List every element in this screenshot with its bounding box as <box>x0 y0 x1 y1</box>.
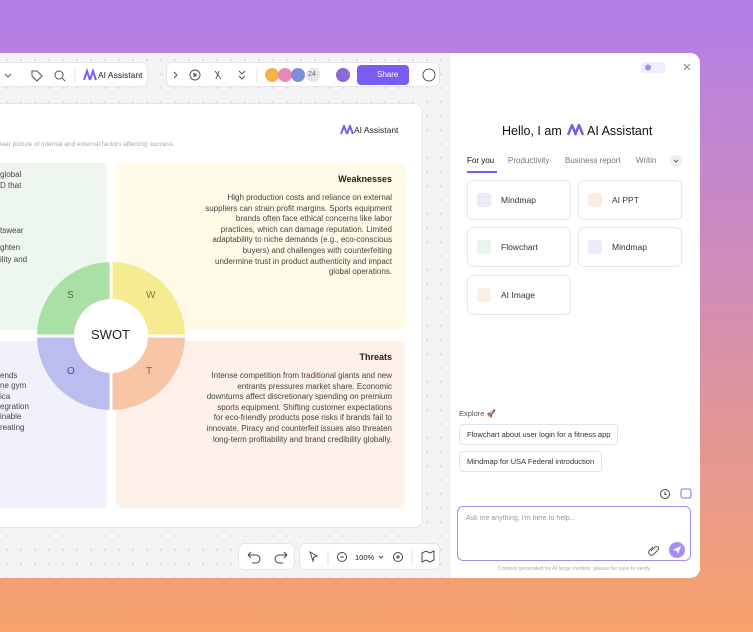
brand: AI Assistant <box>354 125 399 135</box>
tab-underline <box>467 171 497 173</box>
s-letter: S <box>67 290 74 301</box>
opportunities-line: reating <box>0 422 25 432</box>
opportunities-line: ne gym <box>0 381 27 391</box>
tab[interactable]: Productivity <box>508 156 550 165</box>
card-label: Flowchart <box>501 242 538 252</box>
threats-line: Intense competition from traditional gia… <box>211 371 392 380</box>
brand-logo <box>340 125 354 135</box>
weaknesses-text: High production costs and reliance on ex… <box>205 193 392 278</box>
tab[interactable]: For you <box>467 156 495 165</box>
weaknesses-line: global operations. <box>328 267 392 277</box>
chat-placeholder: Ask me anything, I'm here to help... <box>466 515 576 522</box>
card-icon <box>477 240 491 254</box>
card-icon <box>588 240 602 254</box>
card-label: Mindmap <box>501 195 536 205</box>
strengths-line: global <box>0 170 22 179</box>
threats-line: for eco-friendly products pose risks if … <box>213 413 392 423</box>
tab[interactable]: Writin <box>636 156 657 165</box>
threats-line: sports equipment. Shifting customer expe… <box>217 402 392 412</box>
weaknesses-title: Weaknesses <box>338 174 392 184</box>
assistant-panel <box>449 53 700 578</box>
tabs-more[interactable] <box>669 154 683 168</box>
o-letter: O <box>67 366 75 377</box>
w-letter: W <box>146 290 156 301</box>
zoom-bar: 100% <box>299 543 440 570</box>
panel-controls <box>641 62 691 73</box>
weaknesses-line: brands often face ethical concerns like … <box>235 214 392 224</box>
card-label: AI Image <box>501 290 536 300</box>
threats-line: innovate. Piracy and counterfeit issues … <box>206 423 392 433</box>
feature-card[interactable]: Mindmap <box>467 180 571 220</box>
weaknesses-line: suppliers can strain profit margins. Spo… <box>205 203 392 213</box>
greeting: Hello, I am <box>502 124 562 138</box>
t-letter: T <box>146 366 153 377</box>
threats-text: Intense competition from traditional gia… <box>207 371 392 445</box>
app-window: AI Assistant 24 Share lear picture of in… <box>0 53 700 578</box>
undo-redo-icons <box>247 551 288 564</box>
opportunities-line: ica <box>0 391 11 401</box>
card-icon <box>477 288 491 302</box>
threats-line: entrants pressures market share. Economi… <box>237 381 392 391</box>
weaknesses-line: High production costs and reliance on ex… <box>227 193 392 202</box>
opportunities-line: inable <box>0 412 22 422</box>
card-label: Mindmap <box>612 242 647 252</box>
toolbar-right: 24 Share <box>166 62 440 87</box>
suggestion-chip[interactable]: Flowchart about user login for a fitness… <box>459 424 619 445</box>
weaknesses-line: undermine trust in product authenticity … <box>215 256 392 266</box>
zoom-level: 100% <box>355 553 375 562</box>
zoom-icons <box>309 550 435 565</box>
strengths-line: tswear <box>0 226 24 235</box>
weaknesses-line: practices, which can damage reputation. … <box>220 224 392 234</box>
share-button[interactable]: Share <box>357 65 409 85</box>
panel-actions[interactable] <box>658 487 698 501</box>
feature-card[interactable]: AI PPT <box>578 180 682 220</box>
suggestion-chip[interactable]: Mindmap for USA Federal introduction <box>459 451 603 472</box>
feature-card[interactable]: Flowchart <box>467 227 571 267</box>
strengths-line: ility and <box>0 255 28 264</box>
explore-label: Explore 🚀 <box>459 409 496 418</box>
strengths-line: D that <box>0 181 22 190</box>
threats-line: long-term profitability and brand credib… <box>212 434 392 444</box>
strengths-line: ghten <box>0 243 21 252</box>
card-icon <box>477 193 491 207</box>
collaborator-count: 24 <box>308 71 316 78</box>
weaknesses-line: buyers) and challenges with counterfeiti… <box>242 245 392 255</box>
subtitle: lear picture of internal and external fa… <box>0 141 175 148</box>
ai-assistant-button[interactable]: AI Assistant <box>98 70 143 80</box>
opportunities-line: ends <box>0 371 18 380</box>
chat-input[interactable] <box>457 506 691 561</box>
toolbar-left: AI Assistant <box>0 62 148 87</box>
feature-card[interactable]: Mindmap <box>578 227 682 267</box>
tab[interactable]: Business report <box>565 156 621 165</box>
disclaimer: Content generated by AI large models, pl… <box>497 566 652 572</box>
assistant-logo <box>567 124 585 136</box>
undo-redo <box>238 543 295 570</box>
toolbar-icons <box>173 68 436 82</box>
threats-title: Threats <box>359 352 392 362</box>
swot-center: SWOT <box>91 327 130 342</box>
feature-card[interactable]: AI Image <box>467 275 571 315</box>
threats-line: downturns affect discretionary spending … <box>206 392 392 402</box>
weaknesses-line: adaptability to niche demands (e.g., eco… <box>212 235 392 245</box>
swot-diagram <box>36 261 186 411</box>
card-icon <box>588 193 602 207</box>
input-actions[interactable] <box>645 541 687 559</box>
assistant-name: AI Assistant <box>587 124 653 138</box>
toolbar-icons <box>4 67 97 82</box>
opportunities-line: egration <box>0 401 29 411</box>
card-label: AI PPT <box>612 195 639 205</box>
